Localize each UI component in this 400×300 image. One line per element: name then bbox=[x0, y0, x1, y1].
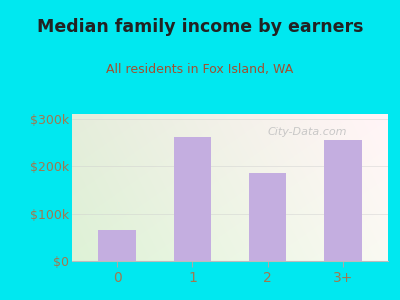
Bar bbox=[324, 140, 362, 261]
Bar bbox=[98, 230, 136, 261]
Text: Median family income by earners: Median family income by earners bbox=[37, 18, 363, 36]
Text: All residents in Fox Island, WA: All residents in Fox Island, WA bbox=[106, 63, 294, 76]
Bar bbox=[249, 173, 286, 261]
Bar bbox=[174, 137, 211, 261]
Text: City-Data.com: City-Data.com bbox=[268, 127, 348, 136]
